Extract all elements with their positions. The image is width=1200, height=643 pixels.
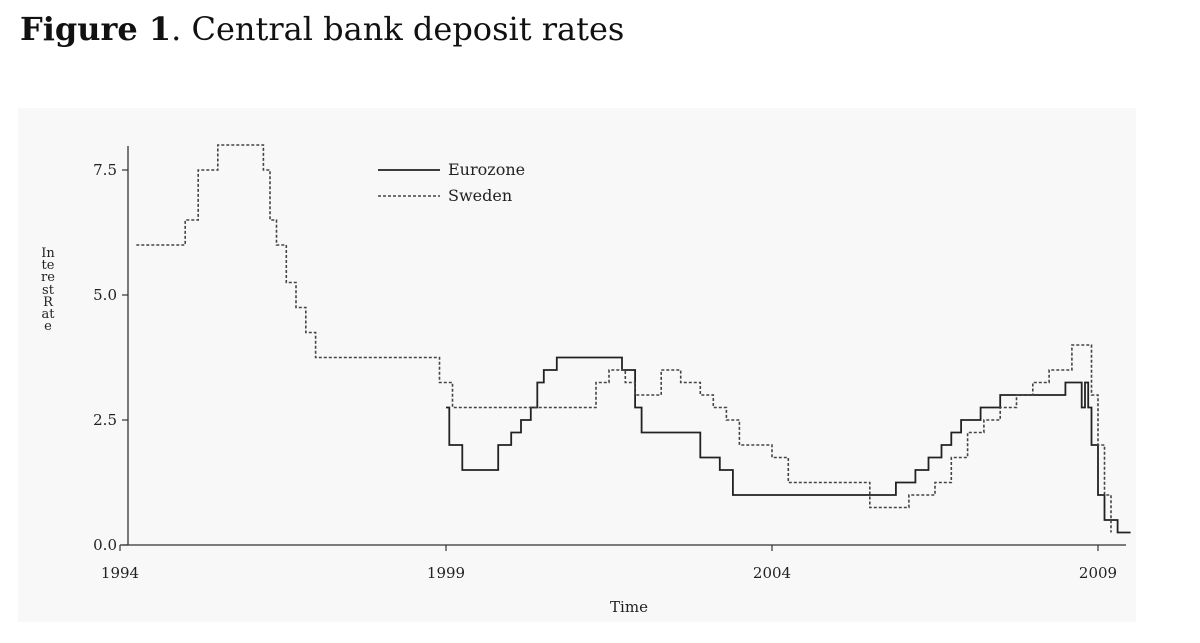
legend: Eurozone Sweden bbox=[378, 160, 525, 205]
x-ticks: 1994 1999 2004 2009 bbox=[101, 545, 1117, 582]
y-tick-label: 2.5 bbox=[93, 411, 117, 429]
figure-caption: Central bank deposit rates bbox=[191, 10, 625, 48]
figure-title: Figure 1. Central bank deposit rates bbox=[20, 10, 624, 48]
y-tick-label: 7.5 bbox=[93, 161, 117, 179]
x-tick-label: 1999 bbox=[427, 564, 465, 582]
legend-label-eurozone: Eurozone bbox=[448, 160, 525, 179]
y-ticks: 0.0 2.5 5.0 7.5 bbox=[93, 161, 128, 554]
series-line-eurozone bbox=[446, 356, 1131, 534]
chart-panel bbox=[18, 108, 1136, 622]
y-tick-label: 5.0 bbox=[93, 286, 117, 304]
figure-label: Figure 1 bbox=[20, 10, 172, 48]
x-tick-label: 1994 bbox=[101, 564, 139, 582]
figure-separator: . bbox=[171, 10, 182, 48]
y-axis-title: Interest Rate bbox=[41, 246, 55, 335]
x-tick-label: 2004 bbox=[753, 564, 791, 582]
axes bbox=[120, 146, 1126, 546]
legend-label-sweden: Sweden bbox=[448, 186, 512, 205]
y-tick-label: 0.0 bbox=[93, 536, 117, 554]
x-tick-label: 2009 bbox=[1079, 564, 1117, 582]
x-axis-title: Time bbox=[610, 598, 648, 616]
series-line-sweden bbox=[136, 144, 1112, 533]
series-layer bbox=[136, 144, 1131, 534]
